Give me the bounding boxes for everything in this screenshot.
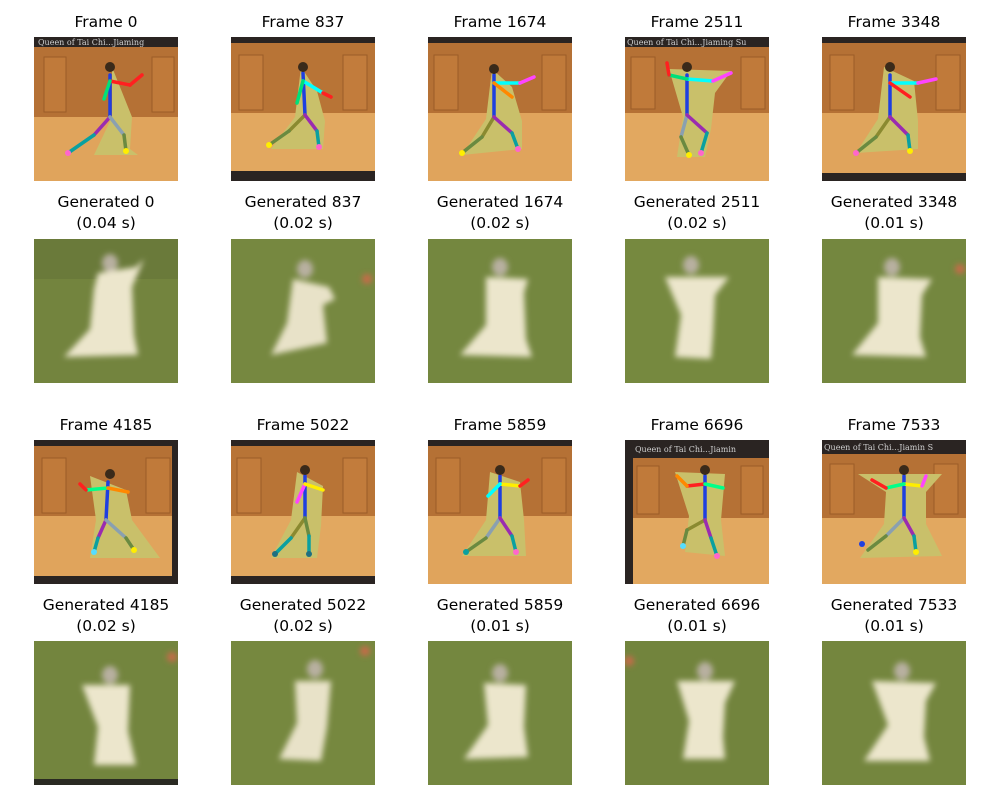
frame-title: Frame 5859	[453, 416, 547, 434]
generated-title: Generated 1674	[436, 193, 564, 211]
generated-title: Generated 0	[57, 193, 155, 211]
pose-frame-image	[428, 37, 572, 181]
source-watermark: Queen of Tai Chi...Jiaming	[38, 38, 144, 47]
generated-image	[822, 239, 966, 383]
generation-time: (0.02 s)	[273, 617, 333, 635]
generation-time: (0.01 s)	[864, 214, 924, 232]
generation-time: (0.04 s)	[76, 214, 136, 232]
pose-frame-image	[428, 440, 572, 584]
frame-title: Frame 837	[261, 13, 345, 31]
generation-time: (0.02 s)	[470, 214, 530, 232]
frame-title: Frame 0	[74, 13, 138, 31]
generation-time: (0.02 s)	[667, 214, 727, 232]
generated-title: Generated 6696	[633, 596, 761, 614]
generated-image	[231, 641, 375, 785]
source-watermark: Queen of Tai Chi...Jiamin S	[824, 443, 933, 452]
generated-title: Generated 5859	[436, 596, 564, 614]
generation-time: (0.01 s)	[864, 617, 924, 635]
generated-title: Generated 7533	[830, 596, 958, 614]
generated-image	[428, 239, 572, 383]
generated-image	[34, 239, 178, 383]
frame-title: Frame 7533	[847, 416, 941, 434]
generated-image	[625, 641, 769, 785]
frame-title: Frame 5022	[256, 416, 350, 434]
generation-time: (0.01 s)	[667, 617, 727, 635]
generated-title: Generated 5022	[239, 596, 367, 614]
frame-title: Frame 3348	[847, 13, 941, 31]
pose-frame-image: Queen of Tai Chi...Jiaming Su	[625, 37, 769, 181]
frame-title: Frame 6696	[650, 416, 744, 434]
pose-frame-image: Queen of Tai Chi...Jiamin S	[822, 440, 966, 584]
pose-frame-image	[231, 440, 375, 584]
generated-image	[822, 641, 966, 785]
generated-title: Generated 4185	[42, 596, 170, 614]
generation-time: (0.02 s)	[76, 617, 136, 635]
pose-frame-image: Queen of Tai Chi...Jiamin	[625, 440, 769, 584]
generation-time: (0.02 s)	[273, 214, 333, 232]
generated-image	[231, 239, 375, 383]
frame-title: Frame 1674	[453, 13, 547, 31]
generated-title: Generated 3348	[830, 193, 958, 211]
pose-frame-image: Queen of Tai Chi...Jiaming	[34, 37, 178, 181]
generated-title: Generated 837	[244, 193, 362, 211]
pose-frame-image	[231, 37, 375, 181]
pose-frame-image	[822, 37, 966, 181]
generation-time: (0.01 s)	[470, 617, 530, 635]
generated-image	[428, 641, 572, 785]
source-watermark: Queen of Tai Chi...Jiaming Su	[627, 38, 746, 47]
frame-title: Frame 4185	[59, 416, 153, 434]
source-watermark: Queen of Tai Chi...Jiamin	[635, 445, 736, 454]
pose-frame-image	[34, 440, 178, 584]
generated-image	[34, 641, 178, 785]
generated-image	[625, 239, 769, 383]
frame-title: Frame 2511	[650, 13, 744, 31]
generated-title: Generated 2511	[633, 193, 761, 211]
